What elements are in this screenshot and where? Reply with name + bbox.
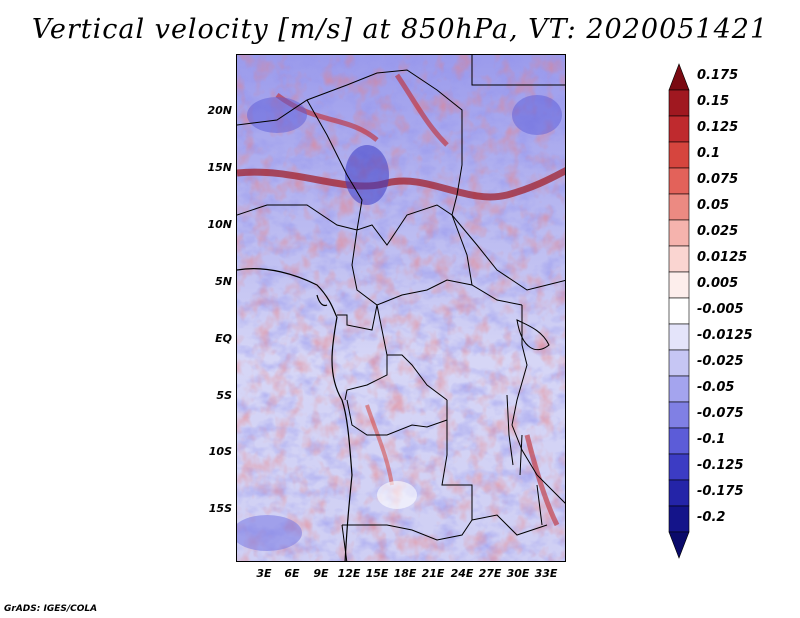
- ascent-streak-2: [394, 73, 449, 147]
- colorbar-bin-14: [668, 427, 690, 455]
- velocity-map: [236, 54, 566, 562]
- colorbar-label: 0.075: [697, 172, 739, 187]
- colorbar-bin-7: [668, 245, 690, 273]
- lat-label-5n: 5N: [215, 275, 232, 288]
- lat-label-5s: 5S: [216, 389, 232, 402]
- colorbar-label: 0.05: [697, 198, 730, 213]
- neutral-patch: [377, 481, 417, 509]
- lon-label-15e: 15E: [365, 567, 389, 580]
- colorbar-label: -0.0125: [697, 328, 753, 343]
- colorbar-label: -0.075: [697, 406, 744, 421]
- lon-label-9e: 9E: [313, 567, 329, 580]
- lat-label-15n: 15N: [207, 161, 232, 174]
- lon-label-21e: 21E: [421, 567, 445, 580]
- colorbar-label: -0.175: [697, 484, 744, 499]
- field-ascent-texture: [237, 55, 565, 561]
- lon-label-12e: 12E: [337, 567, 361, 580]
- lon-label-27e: 27E: [478, 567, 502, 580]
- descent-patch-1: [345, 145, 389, 205]
- colorbar-bin-8: [668, 271, 690, 299]
- colorbar-bin-5: [668, 193, 690, 221]
- lat-label-eq: EQ: [215, 332, 232, 345]
- colorbar-bin-0: [668, 63, 690, 91]
- ascent-band-north: [237, 167, 565, 201]
- colorbar: [668, 63, 690, 559]
- lat-label-20n: 20N: [207, 104, 232, 117]
- lat-label-10s: 10S: [208, 445, 232, 458]
- colorbar-bin-4: [668, 167, 690, 195]
- descent-patch-3: [512, 95, 562, 135]
- map-title: Vertical velocity [m/s] at 850hPa, VT: 2…: [31, 14, 769, 45]
- colorbar-label: -0.1: [697, 432, 726, 447]
- descent-patch-2: [247, 97, 307, 133]
- grads-credit: GrADS: IGES/COLA: [4, 604, 98, 614]
- descent-patch-4: [237, 515, 302, 551]
- colorbar-bin-11: [668, 349, 690, 377]
- colorbar-label: 0.0125: [697, 250, 748, 265]
- colorbar-bin-2: [668, 115, 690, 143]
- colorbar-label: -0.05: [697, 380, 735, 395]
- colorbar-bin-18: [668, 531, 690, 559]
- colorbar-label: 0.025: [697, 224, 739, 239]
- colorbar-label: -0.2: [697, 510, 726, 525]
- colorbar-label: 0.005: [697, 276, 739, 291]
- coastlines: [237, 268, 353, 561]
- colorbar-label: -0.125: [697, 458, 744, 473]
- lat-label-15s: 15S: [208, 502, 232, 515]
- lon-label-6e: 6E: [284, 567, 300, 580]
- colorbar-label: 0.1: [697, 146, 721, 161]
- colorbar-bin-6: [668, 219, 690, 247]
- velocity-field: [237, 55, 565, 561]
- ascent-streak-4: [524, 434, 560, 527]
- colorbar-bin-1: [668, 89, 690, 117]
- colorbar-label: -0.025: [697, 354, 744, 369]
- colorbar-bin-3: [668, 141, 690, 169]
- colorbar-bin-17: [668, 505, 690, 533]
- colorbar-bin-9: [668, 297, 690, 325]
- colorbar-bin-13: [668, 401, 690, 429]
- lon-label-3e: 3E: [256, 567, 272, 580]
- colorbar-bin-15: [668, 453, 690, 481]
- colorbar-label: 0.125: [697, 120, 739, 135]
- lakes: [506, 319, 550, 526]
- colorbar-bin-10: [668, 323, 690, 351]
- lon-label-18e: 18E: [393, 567, 417, 580]
- country-borders: [237, 55, 565, 561]
- ascent-streak-3: [365, 404, 394, 486]
- colorbar-label: 0.15: [697, 94, 730, 109]
- lat-label-10n: 10N: [207, 218, 232, 231]
- colorbar-label: -0.005: [697, 302, 744, 317]
- colorbar-bin-16: [668, 479, 690, 507]
- lon-label-33e: 33E: [534, 567, 558, 580]
- lon-label-30e: 30E: [506, 567, 530, 580]
- colorbar-bin-12: [668, 375, 690, 403]
- lon-label-24e: 24E: [450, 567, 474, 580]
- colorbar-label: 0.175: [697, 68, 739, 83]
